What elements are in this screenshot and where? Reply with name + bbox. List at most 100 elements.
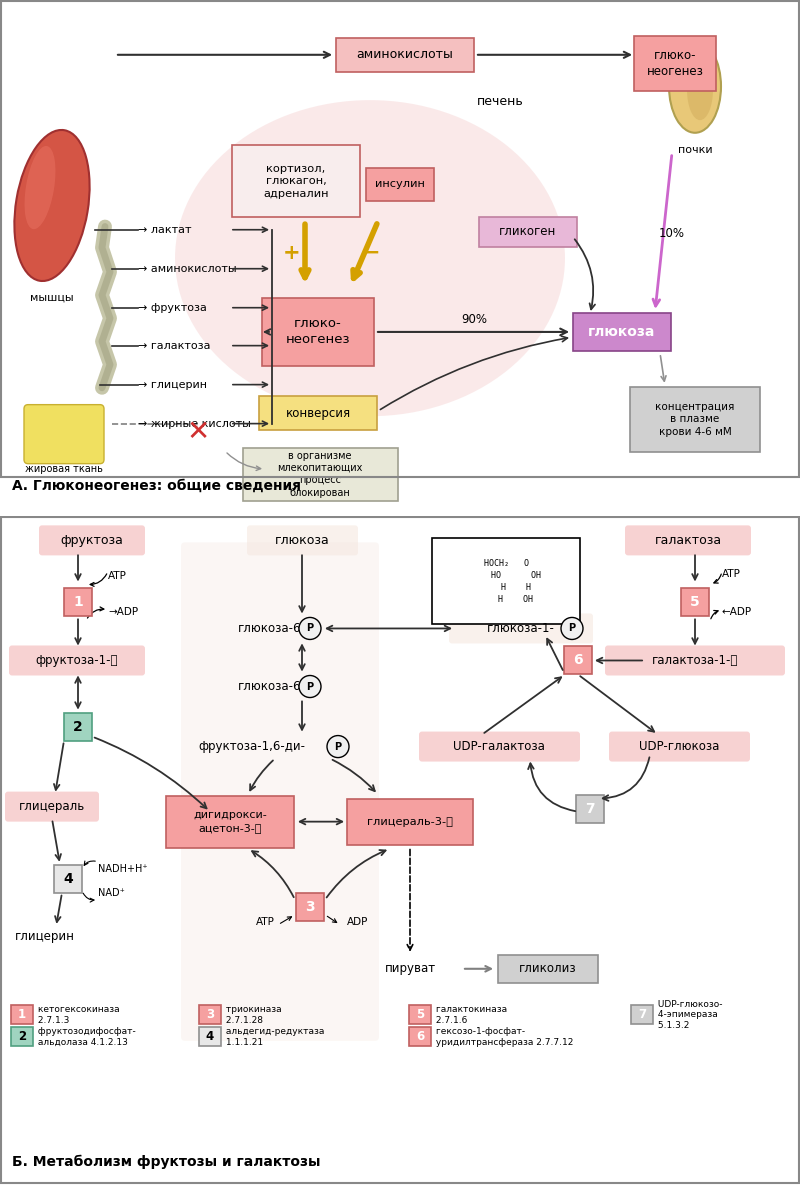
Text: NADH+H⁺: NADH+H⁺: [98, 864, 148, 874]
FancyBboxPatch shape: [409, 1005, 431, 1024]
Text: глюкоза-6-: глюкоза-6-: [238, 622, 306, 635]
Text: гексозо-1-фосфат-
 уридилтрансфераза 2.7.7.12: гексозо-1-фосфат- уридилтрансфераза 2.7.…: [433, 1027, 574, 1047]
Text: −: −: [363, 243, 381, 262]
Text: NAD⁺: NAD⁺: [98, 888, 125, 897]
Text: UDP-глюкозо-
 4-эпимераза
 5.1.3.2: UDP-глюкозо- 4-эпимераза 5.1.3.2: [655, 999, 722, 1030]
FancyBboxPatch shape: [449, 614, 593, 643]
Text: почки: почки: [678, 146, 712, 155]
Text: 6: 6: [573, 654, 583, 667]
Text: → галактоза: → галактоза: [138, 341, 210, 350]
Text: 4: 4: [63, 871, 73, 886]
FancyBboxPatch shape: [199, 1027, 221, 1047]
Text: глюкоза: глюкоза: [588, 325, 656, 339]
Text: P: P: [334, 742, 342, 751]
Text: пируват: пируват: [385, 963, 435, 976]
Ellipse shape: [25, 146, 55, 229]
Text: глюкоза-6-: глюкоза-6-: [238, 680, 306, 693]
Text: +: +: [283, 243, 301, 262]
FancyBboxPatch shape: [498, 954, 598, 983]
Text: жировая ткань: жировая ткань: [25, 464, 103, 474]
Text: 7: 7: [638, 1008, 646, 1021]
Text: ATP: ATP: [255, 916, 274, 927]
Text: → глицерин: → глицерин: [138, 380, 207, 389]
FancyBboxPatch shape: [39, 526, 145, 556]
Text: → аминокислоты: → аминокислоты: [138, 264, 237, 274]
Text: аминокислоты: аминокислоты: [357, 49, 454, 62]
Text: 2: 2: [73, 719, 83, 734]
FancyBboxPatch shape: [242, 447, 398, 501]
FancyBboxPatch shape: [605, 646, 785, 675]
Text: 7: 7: [585, 801, 595, 815]
FancyBboxPatch shape: [259, 395, 377, 431]
FancyBboxPatch shape: [630, 387, 760, 452]
Text: ATP: ATP: [108, 571, 127, 582]
Text: мышцы: мышцы: [30, 293, 74, 303]
Text: ✕: ✕: [186, 418, 210, 446]
FancyBboxPatch shape: [5, 792, 99, 821]
Text: глюко-
неогенез: глюко- неогенез: [286, 317, 350, 347]
Text: глюкоза-1-: глюкоза-1-: [487, 622, 555, 635]
Circle shape: [299, 675, 321, 698]
Text: →ADP: →ADP: [108, 608, 138, 617]
Text: глюкоза: глюкоза: [274, 534, 330, 547]
FancyBboxPatch shape: [296, 893, 324, 921]
FancyBboxPatch shape: [609, 731, 750, 762]
Text: печень: печень: [477, 95, 523, 108]
Text: 3: 3: [206, 1008, 214, 1021]
Text: глицерин: глицерин: [15, 931, 75, 944]
FancyBboxPatch shape: [366, 167, 434, 202]
Text: конверсия: конверсия: [286, 407, 350, 419]
Text: Б. Метаболизм фруктозы и галактозы: Б. Метаболизм фруктозы и галактозы: [12, 1155, 321, 1169]
Text: 10%: 10%: [659, 228, 685, 241]
Text: 1: 1: [73, 596, 83, 609]
FancyBboxPatch shape: [54, 864, 82, 893]
Text: кетогексокиназа
 2.7.1.3: кетогексокиназа 2.7.1.3: [35, 1005, 120, 1024]
Circle shape: [299, 617, 321, 640]
FancyBboxPatch shape: [166, 795, 294, 848]
Ellipse shape: [14, 129, 90, 281]
Text: ATP: ATP: [722, 570, 741, 579]
Text: концентрация
в плазме
крови 4-6 мМ: концентрация в плазме крови 4-6 мМ: [655, 402, 734, 437]
FancyBboxPatch shape: [64, 712, 92, 741]
Text: → жирные кислоты: → жирные кислоты: [138, 419, 251, 429]
Text: P: P: [306, 681, 314, 692]
Text: альдегид-редуктаза
 1.1.1.21: альдегид-редуктаза 1.1.1.21: [223, 1027, 324, 1047]
FancyBboxPatch shape: [262, 298, 374, 366]
FancyBboxPatch shape: [11, 1027, 33, 1047]
Text: в организме
млекопитающих
процесс
блокирован: в организме млекопитающих процесс блокир…: [278, 451, 362, 497]
Text: 4: 4: [206, 1030, 214, 1043]
Text: UDP-галактоза: UDP-галактоза: [453, 740, 545, 753]
Text: глицераль-3-ⓟ: глицераль-3-ⓟ: [367, 817, 453, 826]
Text: глюко-
неогенез: глюко- неогенез: [646, 49, 703, 77]
FancyBboxPatch shape: [631, 1005, 653, 1024]
FancyBboxPatch shape: [181, 542, 379, 1041]
FancyBboxPatch shape: [64, 589, 92, 616]
Text: 6: 6: [416, 1030, 424, 1043]
Ellipse shape: [175, 100, 565, 417]
Text: → лактат: → лактат: [138, 224, 191, 235]
FancyBboxPatch shape: [625, 526, 751, 556]
Text: ADP: ADP: [347, 916, 369, 927]
FancyBboxPatch shape: [232, 146, 360, 217]
Text: → фруктоза: → фруктоза: [138, 303, 207, 312]
FancyBboxPatch shape: [9, 646, 145, 675]
Text: ←ADP: ←ADP: [722, 608, 752, 617]
FancyBboxPatch shape: [479, 217, 577, 247]
Text: А. Глюконеогенез: общие сведения: А. Глюконеогенез: общие сведения: [12, 480, 301, 493]
Text: триокиназа
 2.7.1.28: триокиназа 2.7.1.28: [223, 1005, 282, 1024]
Text: HOCH₂   O
    HO      OH
    H    H
    H    OH: HOCH₂ O HO OH H H H OH: [471, 559, 541, 604]
Text: фруктоза-1-ⓟ: фруктоза-1-ⓟ: [36, 654, 118, 667]
Text: глицераль: глицераль: [19, 800, 85, 813]
Circle shape: [561, 617, 583, 640]
Text: галактоза-1-ⓟ: галактоза-1-ⓟ: [652, 654, 738, 667]
FancyBboxPatch shape: [432, 539, 580, 624]
Circle shape: [327, 736, 349, 757]
Text: гликолиз: гликолиз: [519, 963, 577, 976]
Ellipse shape: [687, 59, 713, 120]
Text: UDP-глюкоза: UDP-глюкоза: [639, 740, 719, 753]
Text: 5: 5: [690, 596, 700, 609]
Text: 1: 1: [18, 1008, 26, 1021]
FancyBboxPatch shape: [564, 647, 592, 674]
Text: фруктоза-1,6-ди-: фруктоза-1,6-ди-: [198, 740, 306, 753]
Text: фруктоза: фруктоза: [61, 534, 123, 547]
